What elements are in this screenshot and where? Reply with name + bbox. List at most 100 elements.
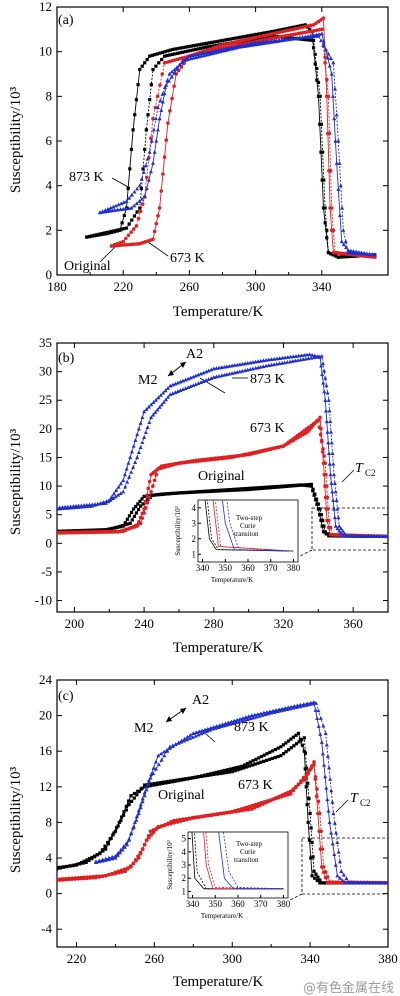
data-point-873-K xyxy=(196,381,201,386)
data-point-873-K xyxy=(172,67,177,72)
panel-c-annot-a2: A2 xyxy=(192,693,209,708)
data-point-673-K xyxy=(148,829,153,834)
inset-x-tick-label: 340 xyxy=(196,563,210,573)
y-tick-label: 30 xyxy=(39,364,52,379)
data-point-Original xyxy=(172,778,176,783)
data-point-673-K xyxy=(321,865,326,869)
data-point-673-K xyxy=(265,799,270,803)
data-point-Original xyxy=(171,47,175,52)
data-point-Original xyxy=(244,765,249,769)
data-point-673-K xyxy=(66,530,70,535)
data-point-673-K xyxy=(157,825,162,830)
data-point-873-K xyxy=(98,501,103,506)
data-point-Original xyxy=(224,489,228,493)
y-tick-label: 12 xyxy=(39,0,52,14)
data-point-873-K xyxy=(108,497,113,502)
data-point-Original xyxy=(279,745,283,749)
data-point-673-K xyxy=(146,833,151,838)
data-point-873-K xyxy=(201,379,206,383)
data-point-673-K xyxy=(113,529,117,534)
data-point-Original xyxy=(191,490,195,494)
data-point-Original xyxy=(237,765,241,769)
data-point-Original xyxy=(87,857,92,861)
data-point-Original xyxy=(134,511,139,515)
data-point-873-K xyxy=(159,402,164,407)
data-point-873-K xyxy=(158,98,163,103)
data-point-873-K xyxy=(326,51,331,56)
data-point-873-K xyxy=(327,63,332,68)
data-point-873-K xyxy=(256,40,261,45)
data-point-673-K xyxy=(136,854,140,859)
data-point-873-K xyxy=(239,718,244,723)
data-point-873-K xyxy=(149,402,154,407)
data-point-873-K xyxy=(355,533,360,538)
data-point-Original xyxy=(202,42,206,46)
data-point-Original xyxy=(181,777,185,781)
data-point-Original xyxy=(190,776,194,780)
data-point-673-K xyxy=(58,877,62,881)
data-point-873-K xyxy=(145,425,150,430)
data-point-673-K xyxy=(318,415,322,420)
data-point-673-K xyxy=(207,458,212,462)
data-point-Original xyxy=(256,761,260,765)
data-point-873-K xyxy=(224,46,229,51)
inset-x-tick-label: 380 xyxy=(277,899,291,909)
data-point-673-K xyxy=(215,457,220,461)
data-point-873-K xyxy=(330,94,335,98)
data-point-673-K xyxy=(190,816,195,820)
data-point-873-K xyxy=(121,489,126,494)
data-point-873-K xyxy=(242,717,247,722)
data-point-873-K xyxy=(258,39,263,44)
data-point-873-K xyxy=(229,45,234,50)
data-point-873-K xyxy=(106,855,111,860)
panel-c-annot-original: Original xyxy=(158,788,205,803)
y-tick-label: 8 xyxy=(46,88,53,103)
data-point-873-K xyxy=(113,854,118,858)
inset-x-tick-label: 350 xyxy=(219,563,233,573)
inset-line-673-K-cooling xyxy=(205,832,284,890)
data-point-873-K xyxy=(368,880,373,885)
data-point-873-K xyxy=(321,42,326,47)
data-point-873-K xyxy=(287,359,292,364)
data-point-873-K xyxy=(162,749,167,754)
data-point-Original xyxy=(179,46,183,50)
data-point-873-K xyxy=(183,386,188,391)
y-tick-label: 10 xyxy=(39,44,52,59)
data-point-Original xyxy=(127,799,131,803)
data-point-673-K xyxy=(109,244,114,248)
data-point-873-K xyxy=(219,724,224,729)
data-point-Original xyxy=(247,764,252,768)
data-point-673-K xyxy=(94,874,99,879)
data-point-Original xyxy=(302,749,306,753)
data-point-873-K xyxy=(365,880,370,885)
data-point-Original xyxy=(254,757,258,761)
data-point-673-K xyxy=(99,529,103,534)
data-point-Original xyxy=(315,66,319,71)
data-point-Original xyxy=(137,789,142,794)
y-tick-label: 5 xyxy=(46,507,53,522)
data-point-673-K xyxy=(119,868,124,873)
data-point-Original xyxy=(239,767,243,771)
data-point-873-K xyxy=(331,60,336,65)
data-point-873-K xyxy=(297,704,302,709)
data-point-Original xyxy=(143,785,147,789)
data-point-673-K xyxy=(129,865,133,869)
data-point-Original xyxy=(180,491,184,495)
data-point-Original xyxy=(233,488,237,492)
data-point-873-K xyxy=(338,531,343,536)
data-point-Original xyxy=(80,860,84,865)
data-point-673-K xyxy=(162,155,167,159)
data-point-873-K xyxy=(347,879,352,884)
data-point-Original xyxy=(230,770,234,774)
data-point-Original xyxy=(154,64,158,68)
data-point-Original xyxy=(292,744,296,748)
data-point-Original xyxy=(155,52,160,56)
data-point-873-K xyxy=(329,481,334,485)
data-point-Original xyxy=(118,524,122,529)
data-point-673-K xyxy=(97,874,102,879)
inset-y-tick-label: 2 xyxy=(182,873,187,883)
data-point-873-K xyxy=(131,465,136,469)
data-point-Original xyxy=(296,24,300,29)
data-point-873-K xyxy=(335,873,340,878)
data-point-673-K xyxy=(145,493,149,498)
